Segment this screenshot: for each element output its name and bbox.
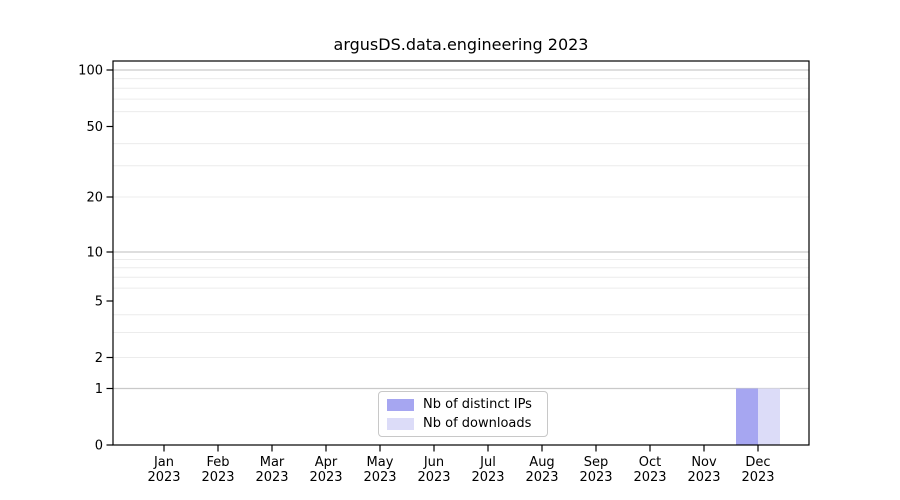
y-tick-label: 50 — [86, 120, 103, 135]
x-tick-label-month: Apr — [315, 455, 338, 470]
y-tick-label: 1 — [95, 382, 103, 397]
x-tick-label-month: Mar — [260, 455, 285, 470]
plot-frame — [112, 60, 810, 446]
x-tick-label-month: May — [367, 455, 394, 470]
x-tick-label-year: 2023 — [255, 470, 288, 485]
x-tick-label-month: Jan — [153, 455, 174, 470]
x-tick-label-month: Jun — [423, 455, 444, 470]
x-tick-label-month: Dec — [745, 455, 770, 470]
x-tick-label-month: Sep — [584, 455, 609, 470]
x-tick-label-year: 2023 — [471, 470, 504, 485]
legend-swatch-distinct-ips-icon — [387, 398, 414, 411]
chart-title: argusDS.data.engineering 2023 — [333, 35, 589, 54]
legend-swatch-downloads-icon — [387, 417, 414, 430]
x-tick-label-month: Aug — [529, 455, 554, 470]
y-tick-label: 20 — [86, 190, 103, 205]
y-tick-label: 100 — [78, 63, 103, 78]
x-tick-label-year: 2023 — [579, 470, 612, 485]
x-tick-label-month: Oct — [639, 455, 661, 470]
legend-item-distinct-ips: Nb of distinct IPs — [387, 397, 539, 412]
x-tick-label-year: 2023 — [417, 470, 450, 485]
legend-item-downloads: Nb of downloads — [387, 416, 539, 431]
y-tick-label: 0 — [95, 438, 103, 453]
bar-downloads — [758, 388, 780, 445]
x-tick-label-year: 2023 — [687, 470, 720, 485]
x-tick-label-year: 2023 — [201, 470, 234, 485]
x-tick-label-year: 2023 — [633, 470, 666, 485]
x-tick-label-year: 2023 — [741, 470, 774, 485]
legend-label-distinct-ips: Nb of distinct IPs — [423, 397, 532, 412]
y-tick-label: 10 — [86, 245, 103, 260]
x-tick-label-year: 2023 — [309, 470, 342, 485]
bar-distinct-ips — [736, 388, 758, 445]
x-tick-label-month: Nov — [691, 455, 717, 470]
legend-label-downloads: Nb of downloads — [423, 416, 532, 431]
x-tick-label-year: 2023 — [525, 470, 558, 485]
y-tick-label: 2 — [95, 351, 103, 366]
x-tick-label-month: Feb — [206, 455, 229, 470]
y-tick-label: 5 — [95, 294, 103, 309]
x-tick-label-month: Jul — [479, 455, 496, 470]
x-tick-label-year: 2023 — [147, 470, 180, 485]
x-tick-label-year: 2023 — [363, 470, 396, 485]
legend: Nb of distinct IPs Nb of downloads — [378, 391, 548, 437]
